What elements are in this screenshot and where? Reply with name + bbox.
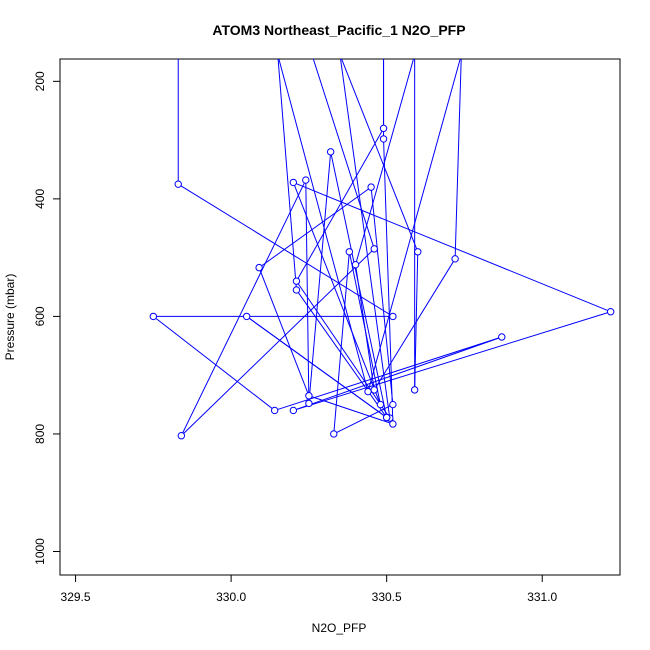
data-point bbox=[498, 333, 506, 341]
chart-title: ATOM3 Northeast_Pacific_1 N2O_PFP bbox=[212, 22, 465, 38]
series-segment bbox=[293, 181, 611, 313]
series-segment bbox=[274, 336, 502, 411]
data-point bbox=[389, 420, 397, 428]
data-point bbox=[345, 248, 354, 256]
data-point bbox=[242, 312, 251, 321]
series-segment bbox=[180, 179, 307, 436]
x-tick-label: 329.5 bbox=[61, 590, 91, 604]
y-tick-label: 400 bbox=[33, 189, 47, 209]
series-segment bbox=[312, 59, 375, 249]
data-point bbox=[389, 312, 397, 321]
data-point bbox=[330, 430, 338, 438]
data-point bbox=[289, 406, 298, 415]
series-segment bbox=[330, 151, 388, 418]
plot-area bbox=[149, 59, 615, 440]
series-segment bbox=[355, 59, 415, 265]
series-segment bbox=[246, 316, 387, 418]
data-point bbox=[451, 255, 459, 263]
data-point bbox=[270, 406, 279, 415]
data-point bbox=[364, 387, 372, 396]
data-point bbox=[370, 245, 378, 253]
y-tick-label: 800 bbox=[33, 424, 47, 444]
data-point bbox=[292, 286, 301, 294]
series-segment bbox=[308, 151, 332, 404]
series-segment bbox=[341, 59, 419, 252]
series-group bbox=[149, 59, 615, 440]
series-segment bbox=[293, 311, 611, 411]
series-segment bbox=[177, 183, 394, 317]
data-point bbox=[379, 124, 388, 133]
series-segment bbox=[153, 316, 275, 411]
series-segment bbox=[296, 289, 388, 418]
data-point bbox=[305, 392, 313, 400]
series-segment bbox=[180, 248, 375, 437]
y-axis-label: Pressure (mbar) bbox=[3, 274, 17, 361]
data-point bbox=[305, 399, 313, 408]
data-point bbox=[292, 277, 301, 285]
x-axis: 329.5 330.0 330.5 331.0 bbox=[61, 574, 558, 604]
data-point bbox=[177, 432, 186, 440]
series-segment bbox=[278, 59, 369, 392]
series-segment bbox=[340, 59, 391, 419]
data-point bbox=[255, 263, 263, 272]
x-tick-label: 330.0 bbox=[216, 590, 246, 604]
data-point bbox=[174, 180, 182, 188]
data-point bbox=[410, 386, 419, 394]
series-segment bbox=[333, 404, 394, 435]
plot-frame bbox=[59, 58, 621, 576]
data-point bbox=[606, 308, 615, 316]
x-axis-label: N2O_PFP bbox=[312, 621, 367, 635]
series-segment bbox=[305, 180, 310, 404]
series-segment bbox=[292, 182, 381, 405]
series-segment bbox=[293, 336, 502, 411]
series-segment bbox=[296, 128, 384, 282]
series-segment bbox=[370, 187, 394, 405]
series-segment bbox=[277, 59, 297, 291]
data-point bbox=[379, 135, 388, 143]
data-point bbox=[367, 183, 375, 191]
data-point bbox=[382, 413, 391, 422]
series-segment bbox=[296, 280, 391, 419]
data-point bbox=[389, 400, 397, 409]
series-segment bbox=[414, 251, 419, 390]
data-point bbox=[302, 176, 310, 184]
series-segment bbox=[258, 186, 372, 269]
series-segment bbox=[308, 395, 394, 425]
y-tick-label: 1000 bbox=[33, 538, 47, 565]
series-segment bbox=[373, 258, 456, 391]
data-point bbox=[414, 248, 422, 256]
y-axis: 200 400 600 800 1000 bbox=[33, 71, 61, 565]
series-segment bbox=[367, 59, 461, 392]
series-segment bbox=[454, 59, 462, 259]
y-tick-label: 600 bbox=[33, 306, 47, 326]
x-tick-label: 331.0 bbox=[527, 590, 557, 604]
y-tick-label: 200 bbox=[33, 71, 47, 91]
series-segment bbox=[333, 251, 350, 434]
series-segment bbox=[258, 267, 310, 396]
x-tick-label: 330.5 bbox=[372, 590, 402, 604]
data-point bbox=[326, 148, 335, 156]
data-point bbox=[370, 386, 378, 394]
series-segment bbox=[383, 138, 394, 424]
data-point bbox=[376, 400, 385, 409]
data-point bbox=[149, 312, 158, 321]
data-point bbox=[351, 260, 360, 269]
data-point bbox=[289, 178, 298, 187]
